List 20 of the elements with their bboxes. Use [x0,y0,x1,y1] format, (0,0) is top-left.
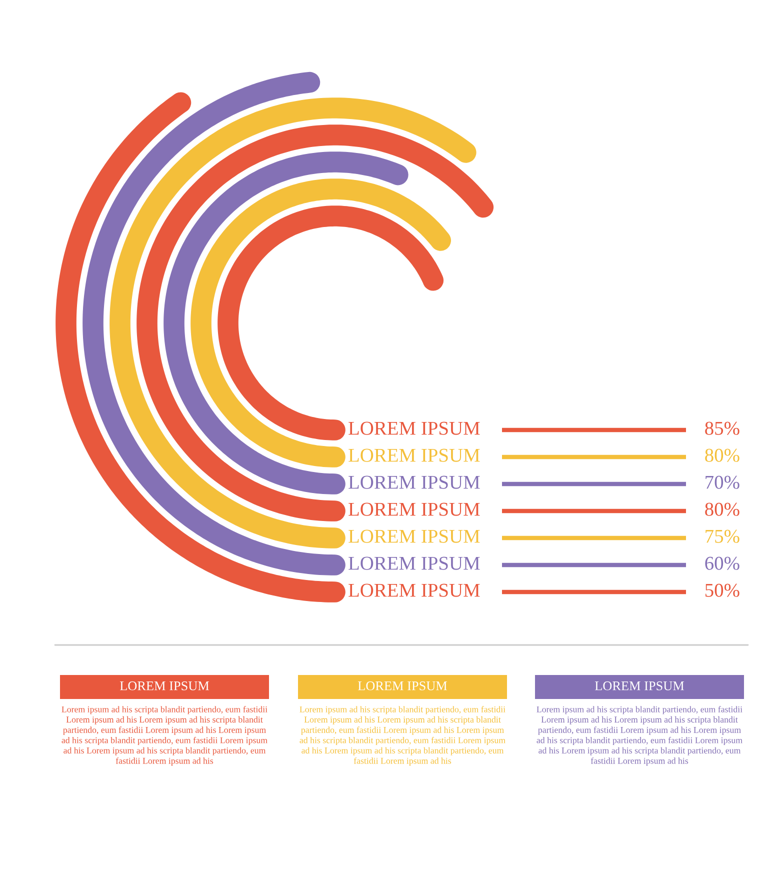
data-label: 70% [706,476,740,489]
text: Lorem ipsum ad his scripta blandit partiendo, eum fastidii Lorem ipsum ad his Lorem ipsum ad his scripta blandit partiendo, eum fastidii Lorem ipsum ad his Lorem ipsum ad his scripta blandit partiendo, eum fastidii Lorem ipsum ad his Lorem ipsum ad his scripta blandit partiendo, eum fastidii Lorem ipsum ad his [536,706,742,766]
data-label: 85% [705,422,740,435]
data-label: 75% [706,530,740,543]
text: LOREM IPSUM [594,681,684,690]
data-label: 80% [705,502,740,516]
category-label: LOREM IPSUM [348,476,480,489]
text: Lorem ipsum ad his scripta blandit partiendo, eum fastidii Lorem ipsum ad his Lorem ipsum ad his scripta blandit partiendo, eum fastidii Lorem ipsum ad his Lorem ipsum ad his scripta blandit partiendo, eum fastidii Lorem ipsum ad his Lorem ipsum ad his scripta blandit partiendo, eum fastidii Lorem ipsum ad his [300,706,506,766]
text: LOREM IPSUM [120,681,210,690]
text: LOREM IPSUM [358,681,448,690]
category-label: LOREM IPSUM [348,556,480,570]
category-label: LOREM IPSUM [348,530,480,543]
category-label: LOREM IPSUM [348,502,480,516]
data-label: 80% [705,448,740,462]
category-label: LOREM IPSUM [348,584,480,597]
category-label: LOREM IPSUM [348,422,480,435]
data-label: 60% [705,556,740,570]
data-label: 50% [705,584,740,597]
category-label: LOREM IPSUM [348,448,480,462]
text: Lorem ipsum ad his scripta blandit partiendo, eum fastidii Lorem ipsum ad his Lorem ipsum ad his scripta blandit partiendo, eum fastidii Lorem ipsum ad his Lorem ipsum ad his scripta blandit partiendo, eum fastidii Lorem ipsum ad his Lorem ipsum ad his scripta blandit partiendo, eum fastidii Lorem ipsum ad his [62,706,268,766]
